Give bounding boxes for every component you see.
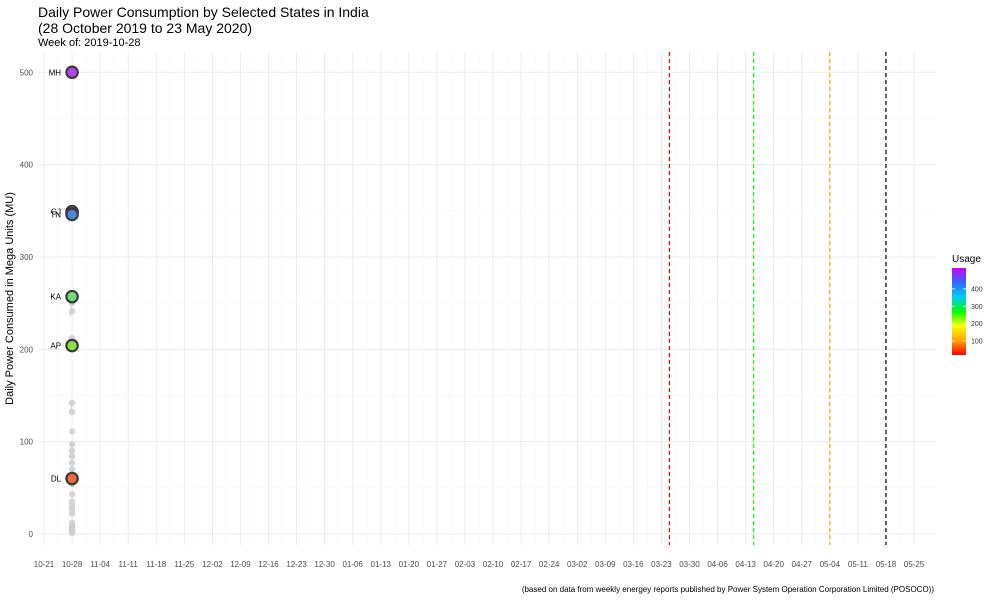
background-point: [68, 447, 76, 455]
y-axis: 0 100 200 300 400 500: [20, 68, 34, 539]
x-tick-label: 10-28: [62, 560, 83, 569]
chart-title-line1: Daily Power Consumption by Selected Stat…: [38, 4, 369, 20]
state-label: GJ: [51, 208, 61, 217]
y-axis-label: Daily Power Consumed in Mega Units (MU): [4, 192, 16, 405]
background-point: [68, 491, 76, 498]
x-tick-label: 02-10: [483, 560, 504, 569]
state-marker: [67, 292, 77, 302]
x-tick-label: 12-30: [314, 560, 335, 569]
legend-title: Usage: [952, 254, 981, 265]
chart-title-line2: (28 October 2019 to 23 May 2020): [38, 20, 253, 36]
x-tick-label: 02-24: [539, 560, 560, 569]
x-tick-label: 11-25: [174, 560, 194, 569]
x-tick-label: 05-25: [904, 560, 925, 569]
state-label: KA: [50, 293, 61, 302]
x-tick-label: 05-11: [848, 560, 868, 569]
y-tick-label: 400: [20, 161, 34, 170]
x-tick-label: 02-17: [511, 560, 532, 569]
background-point: [68, 399, 76, 407]
x-tick-label: 04-13: [735, 560, 756, 569]
chart-subtitle: Week of: 2019-10-28: [38, 37, 141, 49]
x-tick-label: 05-04: [820, 560, 841, 569]
state-marker: [67, 340, 77, 351]
x-tick-label: 12-16: [258, 560, 279, 569]
x-tick-label: 12-02: [202, 560, 223, 569]
legend-tick-label: 100: [971, 339, 983, 346]
background-point: [68, 466, 76, 473]
background-point: [68, 453, 76, 460]
state-marker: [67, 473, 77, 484]
chart-title: Daily Power Consumption by Selected Stat…: [38, 4, 369, 36]
x-tick-label: 03-16: [623, 560, 644, 569]
y-tick-label: 300: [20, 253, 34, 262]
x-tick-label: 03-09: [595, 560, 616, 569]
state-marker: [67, 67, 77, 77]
state-label: TN: [50, 210, 61, 219]
x-tick-label: 01-20: [399, 560, 420, 569]
x-tick-label: 03-30: [679, 560, 700, 569]
y-tick-label: 0: [29, 530, 34, 539]
y-tick-label: 200: [20, 345, 34, 354]
background-point: [68, 408, 76, 416]
background-point: [68, 428, 76, 435]
legend-tick-label: 400: [971, 286, 983, 293]
x-tick-label: 04-20: [763, 560, 784, 569]
background-point: [68, 510, 76, 517]
reference-lines: [668, 52, 887, 545]
x-tick-label: 01-13: [371, 560, 392, 569]
x-tick-label: 11-18: [146, 560, 166, 569]
state-label: MH: [49, 68, 62, 77]
usage-legend: Usage 100 200 300 400: [952, 254, 983, 355]
x-tick-label: 12-09: [230, 560, 251, 569]
background-point: [68, 529, 76, 537]
legend-colorbar: [952, 268, 966, 355]
x-tick-label: 12-23: [286, 560, 307, 569]
chart-caption: (based on data from weekly energey repor…: [521, 585, 934, 594]
grid-lines: [38, 52, 936, 545]
y-tick-label: 100: [20, 438, 34, 447]
x-tick-label: 01-06: [342, 560, 363, 569]
x-axis: 10-21 10-28 11-04 11-11 11-18 11-25 12-02 12-09…: [34, 560, 925, 569]
x-tick-label: 04-27: [792, 560, 813, 569]
background-point: [68, 441, 76, 448]
x-tick-label: 04-06: [707, 560, 728, 569]
state-marker: [67, 209, 77, 220]
x-tick-label: 03-23: [651, 560, 672, 569]
background-point: [68, 459, 76, 467]
state-label: DL: [51, 475, 62, 484]
x-tick-label: 02-03: [455, 560, 476, 569]
x-tick-label: 11-11: [119, 560, 139, 569]
state-label: AP: [50, 342, 61, 351]
legend-tick-label: 300: [971, 304, 983, 311]
background-point: [68, 308, 76, 315]
y-tick-label: 500: [20, 68, 34, 77]
legend-tick-label: 200: [971, 321, 983, 328]
x-tick-label: 11-04: [90, 560, 110, 569]
x-tick-label: 03-02: [567, 560, 588, 569]
x-tick-label: 10-21: [34, 560, 55, 569]
x-tick-label: 05-18: [876, 560, 897, 569]
x-tick-label: 01-27: [427, 560, 448, 569]
background-point: [68, 498, 76, 505]
